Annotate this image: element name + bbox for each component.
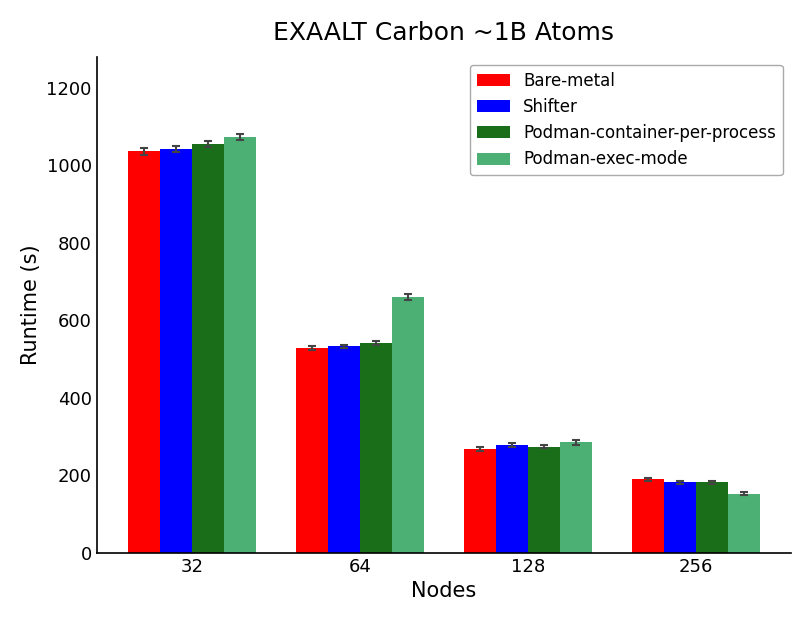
Y-axis label: Runtime (s): Runtime (s) — [21, 244, 41, 365]
Bar — [359, 343, 392, 553]
Bar — [392, 297, 423, 553]
Bar — [663, 482, 695, 553]
Bar — [463, 449, 496, 553]
X-axis label: Nodes: Nodes — [410, 581, 476, 601]
Bar — [559, 442, 591, 553]
Bar — [695, 482, 727, 553]
Bar — [631, 479, 663, 553]
Bar — [296, 348, 328, 553]
Bar — [160, 149, 191, 553]
Legend: Bare-metal, Shifter, Podman-container-per-process, Podman-exec-mode: Bare-metal, Shifter, Podman-container-pe… — [470, 65, 782, 175]
Bar — [527, 447, 559, 553]
Bar — [328, 346, 359, 553]
Bar — [128, 152, 160, 553]
Bar — [224, 137, 255, 553]
Bar — [191, 144, 224, 553]
Bar — [727, 494, 758, 553]
Title: EXAALT Carbon ~1B Atoms: EXAALT Carbon ~1B Atoms — [273, 21, 614, 45]
Bar — [496, 445, 527, 553]
